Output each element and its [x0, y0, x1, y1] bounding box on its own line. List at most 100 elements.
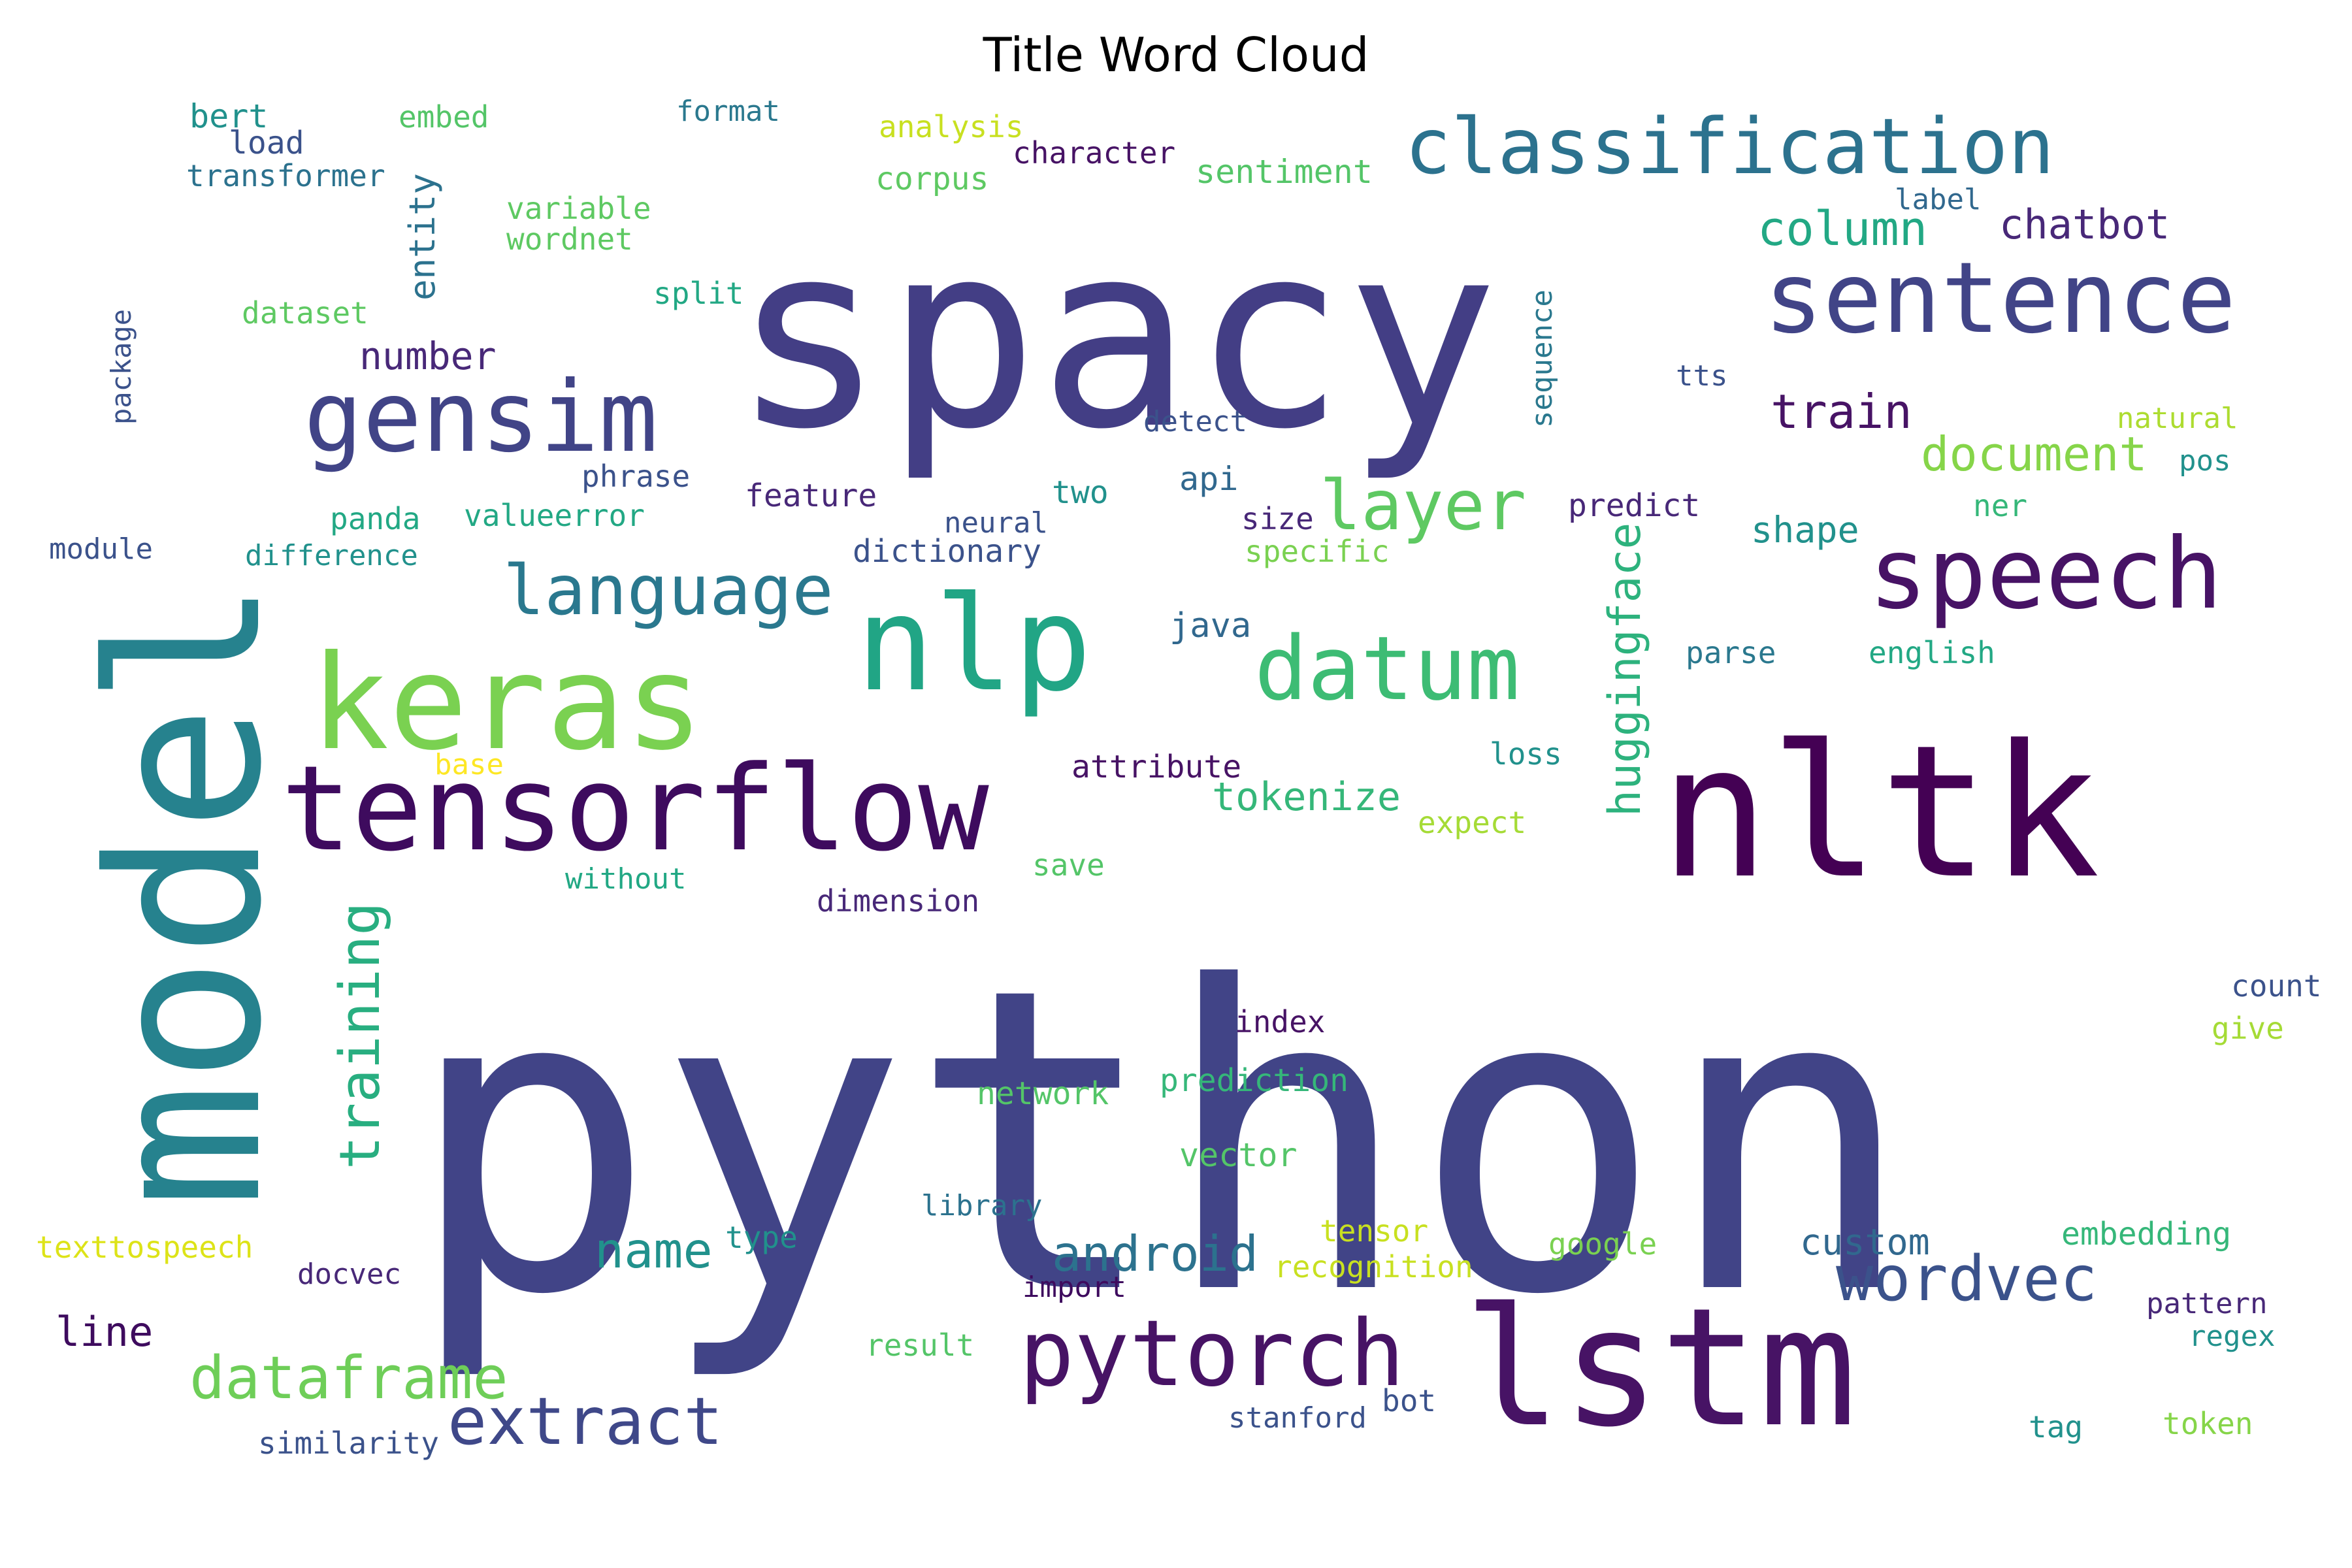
word-column: column	[1757, 201, 1927, 256]
word-pytorch: pytorch	[1019, 1301, 1405, 1407]
word-similarity: similarity	[258, 1426, 439, 1461]
word-extract: extract	[448, 1383, 723, 1460]
word-sequence: sequence	[1526, 289, 1559, 428]
word-tokenize: tokenize	[1212, 774, 1401, 820]
word-predict: predict	[1568, 487, 1700, 524]
word-entity: entity	[402, 173, 443, 301]
word-custom: custom	[1800, 1221, 1930, 1263]
word-without: without	[565, 862, 686, 896]
word-prediction: prediction	[1160, 1062, 1348, 1099]
word-package: package	[105, 309, 137, 425]
word-module: module	[49, 532, 153, 566]
word-bert: bert	[189, 97, 268, 135]
word-api: api	[1179, 460, 1238, 498]
word-size: size	[1241, 501, 1314, 536]
word-huggingface: huggingface	[1599, 523, 1651, 817]
word-regex: regex	[2189, 1320, 2275, 1353]
word-natural: natural	[2117, 402, 2238, 435]
word-keras: keras	[310, 627, 704, 779]
word-parse: parse	[1686, 635, 1776, 670]
word-ner: ner	[1973, 488, 2027, 523]
word-label: label	[1895, 183, 1981, 216]
word-specific: specific	[1245, 534, 1390, 569]
word-tts: tts	[1676, 359, 1727, 393]
word-base: base	[434, 748, 504, 781]
word-dataset: dataset	[242, 295, 368, 331]
word-datum: datum	[1254, 617, 1520, 720]
word-type: type	[725, 1220, 798, 1255]
word-spacy: spacy	[732, 188, 1499, 485]
word-language: language	[503, 551, 834, 630]
word-result: result	[866, 1328, 974, 1363]
word-wordvec: wordvec	[1836, 1243, 2097, 1315]
word-gensim: gensim	[304, 361, 658, 474]
word-texttospeech: texttospeech	[36, 1230, 253, 1265]
word-library: library	[921, 1189, 1042, 1222]
word-loss: loss	[1490, 736, 1562, 772]
word-split: split	[653, 276, 743, 311]
word-embedding: embedding	[2061, 1216, 2231, 1252]
word-sentiment: sentiment	[1196, 153, 1373, 191]
word-nlp: nlp	[856, 568, 1092, 721]
word-document: document	[1921, 427, 2148, 482]
word-speech: speech	[1869, 517, 2223, 631]
word-import: import	[1022, 1271, 1126, 1304]
word-python: python	[405, 899, 1916, 1386]
word-neural: neural	[944, 506, 1048, 540]
word-embed: embed	[399, 99, 489, 135]
word-english: english	[1869, 635, 1995, 670]
word-index: index	[1235, 1004, 1325, 1039]
word-phrase: phrase	[581, 459, 690, 494]
chart-title: Title Word Cloud	[983, 27, 1369, 82]
word-chatbot: chatbot	[1999, 201, 2170, 248]
word-classification: classification	[1405, 101, 2055, 191]
word-dictionary: dictionary	[853, 533, 1041, 570]
word-valueerror: valueerror	[464, 498, 645, 533]
word-format: format	[676, 95, 780, 128]
word-transformer: transformer	[186, 158, 385, 193]
word-pos: pos	[2179, 444, 2230, 478]
word-lstm: lstm	[1463, 1273, 1857, 1463]
word-dataframe: dataframe	[189, 1344, 508, 1413]
word-sentence: sentence	[1764, 242, 2236, 355]
word-nltk: nltk	[1659, 706, 2100, 919]
word-name: name	[595, 1222, 713, 1279]
word-panda: panda	[330, 501, 420, 536]
word-line: line	[56, 1308, 153, 1356]
word-recognition: recognition	[1274, 1249, 1473, 1284]
word-tensor: tensor	[1320, 1213, 1428, 1249]
word-docvec: docvec	[297, 1258, 401, 1291]
word-give: give	[2212, 1011, 2284, 1046]
word-shape: shape	[1751, 509, 1859, 551]
word-training: training	[328, 902, 393, 1169]
word-token: token	[2163, 1406, 2253, 1441]
word-count: count	[2231, 968, 2321, 1004]
word-tag: tag	[2029, 1409, 2083, 1445]
word-java: java	[1169, 606, 1251, 645]
word-corpus: corpus	[875, 161, 988, 197]
word-two: two	[1052, 474, 1109, 511]
word-number: number	[359, 334, 497, 378]
word-tensorflow: tensorflow	[281, 741, 989, 877]
word-layer: layer	[1320, 466, 1526, 546]
word-pattern: pattern	[2146, 1287, 2267, 1320]
word-variable: variable	[506, 191, 651, 226]
word-feature: feature	[745, 478, 877, 514]
word-wordnet: wordnet	[506, 221, 633, 257]
word-bot: bot	[1382, 1383, 1436, 1418]
word-attribute: attribute	[1071, 749, 1241, 785]
word-model: model	[65, 580, 308, 1209]
word-difference: difference	[245, 539, 418, 572]
word-expect: expect	[1418, 805, 1526, 840]
word-dimension: dimension	[817, 883, 979, 919]
word-google: google	[1548, 1226, 1657, 1262]
word-analysis: analysis	[879, 109, 1024, 144]
word-load: load	[229, 125, 304, 161]
word-vector: vector	[1179, 1136, 1298, 1174]
word-character: character	[1013, 135, 1175, 171]
word-detect: detect	[1143, 405, 1247, 438]
word-save: save	[1032, 847, 1105, 883]
word-stanford: stanford	[1228, 1401, 1367, 1435]
word-android: android	[1052, 1225, 1258, 1282]
